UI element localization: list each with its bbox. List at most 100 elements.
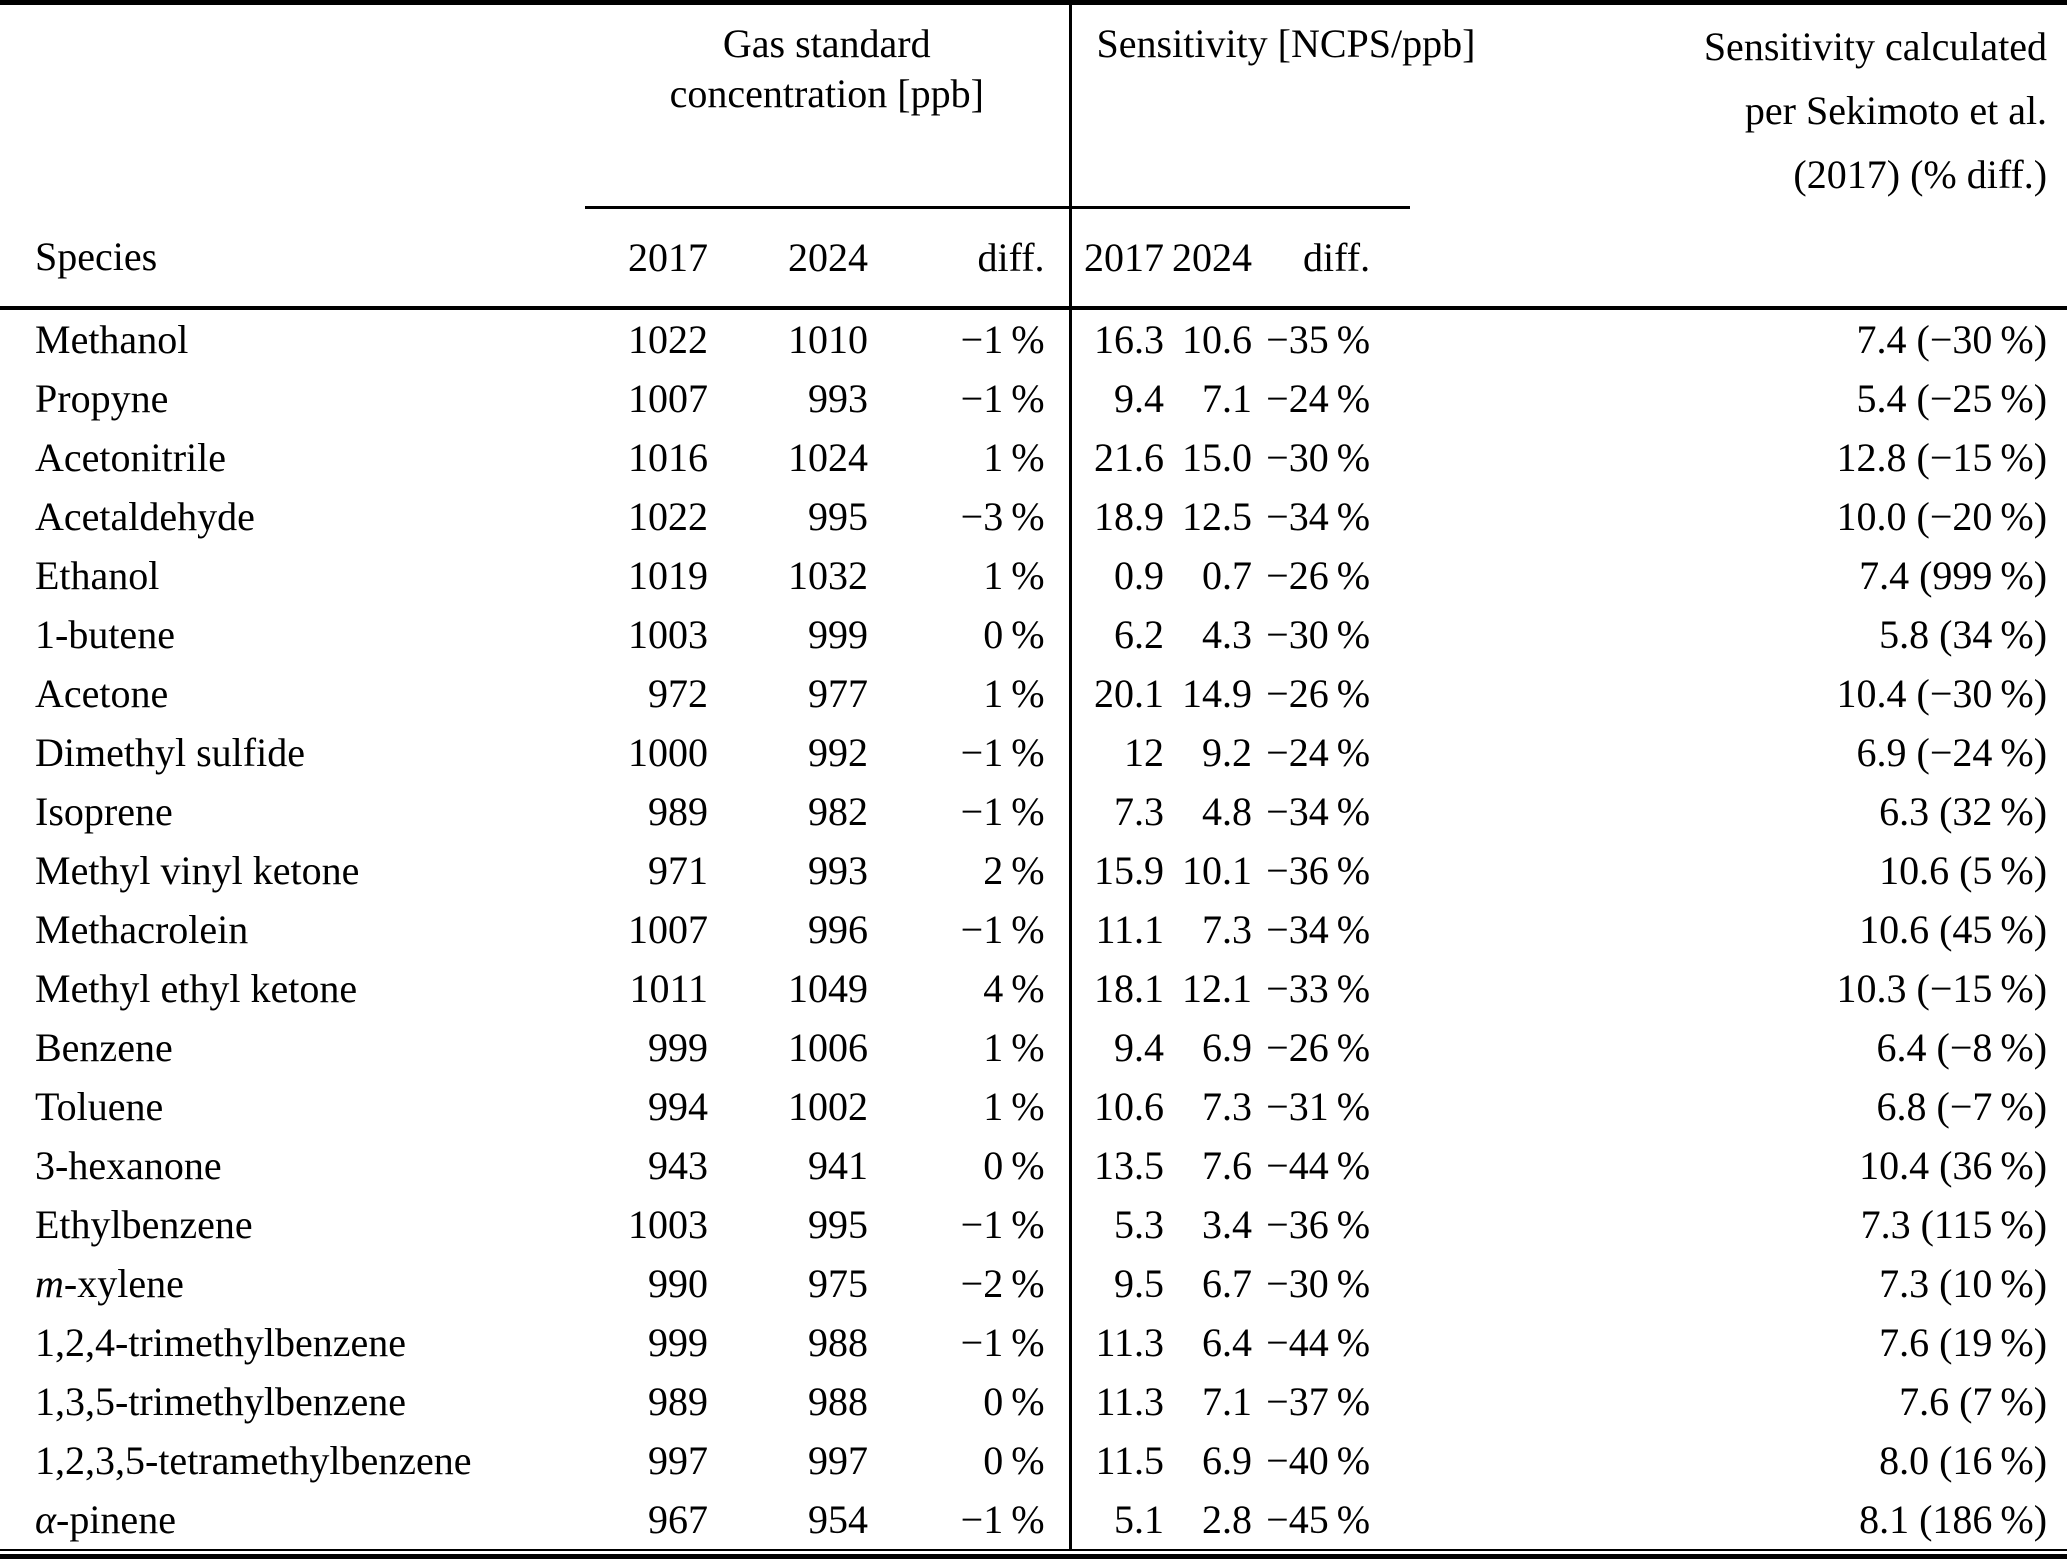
sekimoto-value-cell: 6.3 (32 %) <box>1879 788 2048 834</box>
gas-2017-cell: 997 <box>648 1437 708 1483</box>
table-body: Methanol 1022 1010 −1 % 16.3 10.6 −35 % 7.4 (−3… <box>0 307 2067 1551</box>
sensitivity-2024-cell: 7.3 <box>1202 1083 1253 1129</box>
gas-2024-cell: 988 <box>808 1319 868 1365</box>
sekimoto-value-cell: 10.3 (−15 %) <box>1836 965 2048 1011</box>
subheader-row: Species 2017 2024 diff. 2017 2024 diff. <box>0 207 2067 310</box>
sensitivity-2024-cell: 3.4 <box>1202 1201 1253 1247</box>
sensitivity-2017-cell: 5.1 <box>1068 1489 1173 1551</box>
gas-2017-cell: 967 <box>585 1489 720 1551</box>
sensitivity-diff-cell: −24 % <box>1266 729 1371 775</box>
gas-2024-column-header: 2024 <box>720 207 880 310</box>
gas-2017-cell: 994 <box>648 1083 708 1129</box>
gas-2017-cell: 971 <box>648 847 708 893</box>
gas-2017-column-header: 2017 <box>585 207 720 310</box>
gas-2017-cell: 972 <box>648 670 708 716</box>
gas-2024-cell: 1049 <box>788 965 868 1011</box>
sekimoto-title-line3: (2017) (% diff.) <box>1793 152 2048 197</box>
species-cell: Dimethyl sulfide <box>35 729 305 775</box>
table-row: Methanol 1022 1010 −1 % 16.3 10.6 −35 % 7.4 (−3… <box>0 307 2067 369</box>
species-cell: Benzene <box>35 1024 173 1070</box>
gas-2024-cell: 999 <box>808 611 868 657</box>
gas-2017-cell: 1007 <box>628 906 708 952</box>
sensitivity-2017-cell: 11.5 <box>1068 1430 1173 1490</box>
sekimoto-value-cell: 10.0 (−20 %) <box>1836 493 2048 539</box>
sensitivity-diff-cell: −30 % <box>1266 1260 1371 1306</box>
sekimoto-value-cell: 5.4 (−25 %) <box>1856 375 2048 421</box>
sensitivity-2024-cell: 7.3 <box>1202 906 1253 952</box>
sensitivity-2017-cell: 20.1 <box>1068 663 1173 723</box>
sensitivity-2017-cell: 7.3 <box>1068 781 1173 841</box>
sensitivity-2017-cell: 9.5 <box>1068 1253 1173 1313</box>
sekimoto-value-cell: 10.4 (36 %) <box>1859 1142 2048 1188</box>
table-row: m-xylene 990 975 −2 % 9.5 6.7 −30 % 7.3 (10 %) <box>0 1253 2067 1313</box>
sensitivity-2024-cell: 15.0 <box>1182 434 1253 480</box>
species-cell: Methanol <box>35 316 189 362</box>
gas-diff-cell: −3 % <box>960 493 1045 539</box>
sensitivity-2017-cell: 18.9 <box>1068 486 1173 546</box>
gas-2024-cell: 1010 <box>788 316 868 362</box>
sekimoto-value-cell: 10.6 (5 %) <box>1879 847 2048 893</box>
gas-diff-cell: 1 % <box>983 670 1045 716</box>
table-row: Acetonitrile 1016 1024 1 % 21.6 15.0 −30 % 12.8… <box>0 427 2067 487</box>
species-header-spacer <box>0 3 585 208</box>
gas-diff-cell: 2 % <box>983 847 1045 893</box>
gas-2024-cell: 941 <box>808 1142 868 1188</box>
table-row: 1,3,5-trimethylbenzene 989 988 0 % 11.3 7.1 −3… <box>0 1371 2067 1431</box>
gas-2024-cell: 954 <box>720 1489 880 1551</box>
sensitivity-2017-cell: 0.9 <box>1068 545 1173 605</box>
table-row: 3-hexanone 943 941 0 % 13.5 7.6 −44 % 10.4 (36 … <box>0 1135 2067 1195</box>
species-cell: Acetaldehyde <box>35 493 255 539</box>
sekimoto-value-cell: 6.4 (−8 %) <box>1876 1024 2048 1070</box>
sensitivity-2024-column-header: 2024 <box>1172 207 1261 310</box>
sekimoto-title-line2: per Sekimoto et al. <box>1744 88 2048 133</box>
gas-2024-cell: 993 <box>808 847 868 893</box>
species-cell: Methyl ethyl ketone <box>35 965 358 1011</box>
sensitivity-diff-cell: −45 % <box>1260 1489 1411 1551</box>
species-cell: Acetone <box>35 670 169 716</box>
table-row: 1-butene 1003 999 0 % 6.2 4.3 −30 % 5.8 (34 %) <box>0 604 2067 664</box>
sensitivity-diff-cell: −24 % <box>1266 375 1371 421</box>
gas-diff-cell: 1 % <box>983 1083 1045 1129</box>
species-cell: Methacrolein <box>35 906 249 952</box>
gas-2017-cell: 1022 <box>628 493 708 539</box>
table-row: Methyl ethyl ketone 1011 1049 4 % 18.1 12.1 −3… <box>0 958 2067 1018</box>
sensitivity-2024-cell: 10.6 <box>1182 316 1253 362</box>
species-cell: α-pinene <box>0 1489 585 1551</box>
species-cell: 1,3,5-trimethylbenzene <box>35 1378 406 1424</box>
sensitivity-2024-cell: 14.9 <box>1182 670 1253 716</box>
sensitivity-2017-cell: 11.3 <box>1068 1312 1173 1372</box>
gas-diff-cell: 0 % <box>983 1437 1045 1483</box>
species-cell: 1,2,3,5-tetramethylbenzene <box>35 1437 472 1483</box>
table-row: 1,2,4-trimethylbenzene 999 988 −1 % 11.3 6.4−… <box>0 1312 2067 1372</box>
sekimoto-column-header-spacer <box>1410 207 2067 310</box>
sekimoto-value-cell: 7.4 (999 %) <box>1859 552 2048 598</box>
table-row: Methyl vinyl ketone 971 993 2 % 15.9 10.1 −36 … <box>0 840 2067 900</box>
gas-diff-column-header: diff. <box>880 207 1071 310</box>
sensitivity-2024-cell: 6.9 <box>1202 1024 1253 1070</box>
sekimoto-title-line1: Sensitivity calculated <box>1703 24 2048 69</box>
sensitivity-2024-cell: 12.1 <box>1182 965 1253 1011</box>
sensitivity-2017-cell: 9.4 <box>1068 1017 1173 1077</box>
table-row: 1,2,3,5-tetramethylbenzene 997 997 0 % 11.5 6… <box>0 1430 2067 1490</box>
gas-diff-cell: 0 % <box>983 1378 1045 1424</box>
species-cell: Isoprene <box>35 788 173 834</box>
sensitivity-2024-cell: 4.8 <box>1202 788 1253 834</box>
gas-diff-cell: 0 % <box>983 611 1045 657</box>
gas-2017-cell: 1016 <box>628 434 708 480</box>
gas-2024-cell: 988 <box>808 1378 868 1424</box>
sensitivity-2017-cell: 16.3 <box>1068 307 1173 369</box>
gas-2024-cell: 996 <box>808 906 868 952</box>
sensitivity-diff-cell: −44 % <box>1266 1319 1371 1365</box>
sensitivity-group-header: Sensitivity [NCPS/ppb] <box>1068 2 1475 209</box>
gas-2017-cell: 1003 <box>628 1201 708 1247</box>
gas-diff-cell: −1 % <box>960 375 1045 421</box>
sensitivity-2024-cell: 4.3 <box>1202 611 1253 657</box>
gas-diff-cell: 1 % <box>983 552 1045 598</box>
gas-2024-cell: 995 <box>808 1201 868 1247</box>
sensitivity-diff-cell: −34 % <box>1266 493 1371 539</box>
gas-2017-cell: 1022 <box>628 316 708 362</box>
gas-2017-cell: 1000 <box>628 729 708 775</box>
gas-2024-cell: 975 <box>808 1260 868 1306</box>
gas-2024-cell: 1002 <box>788 1083 868 1129</box>
sensitivity-2024-cell: 12.5 <box>1182 493 1253 539</box>
